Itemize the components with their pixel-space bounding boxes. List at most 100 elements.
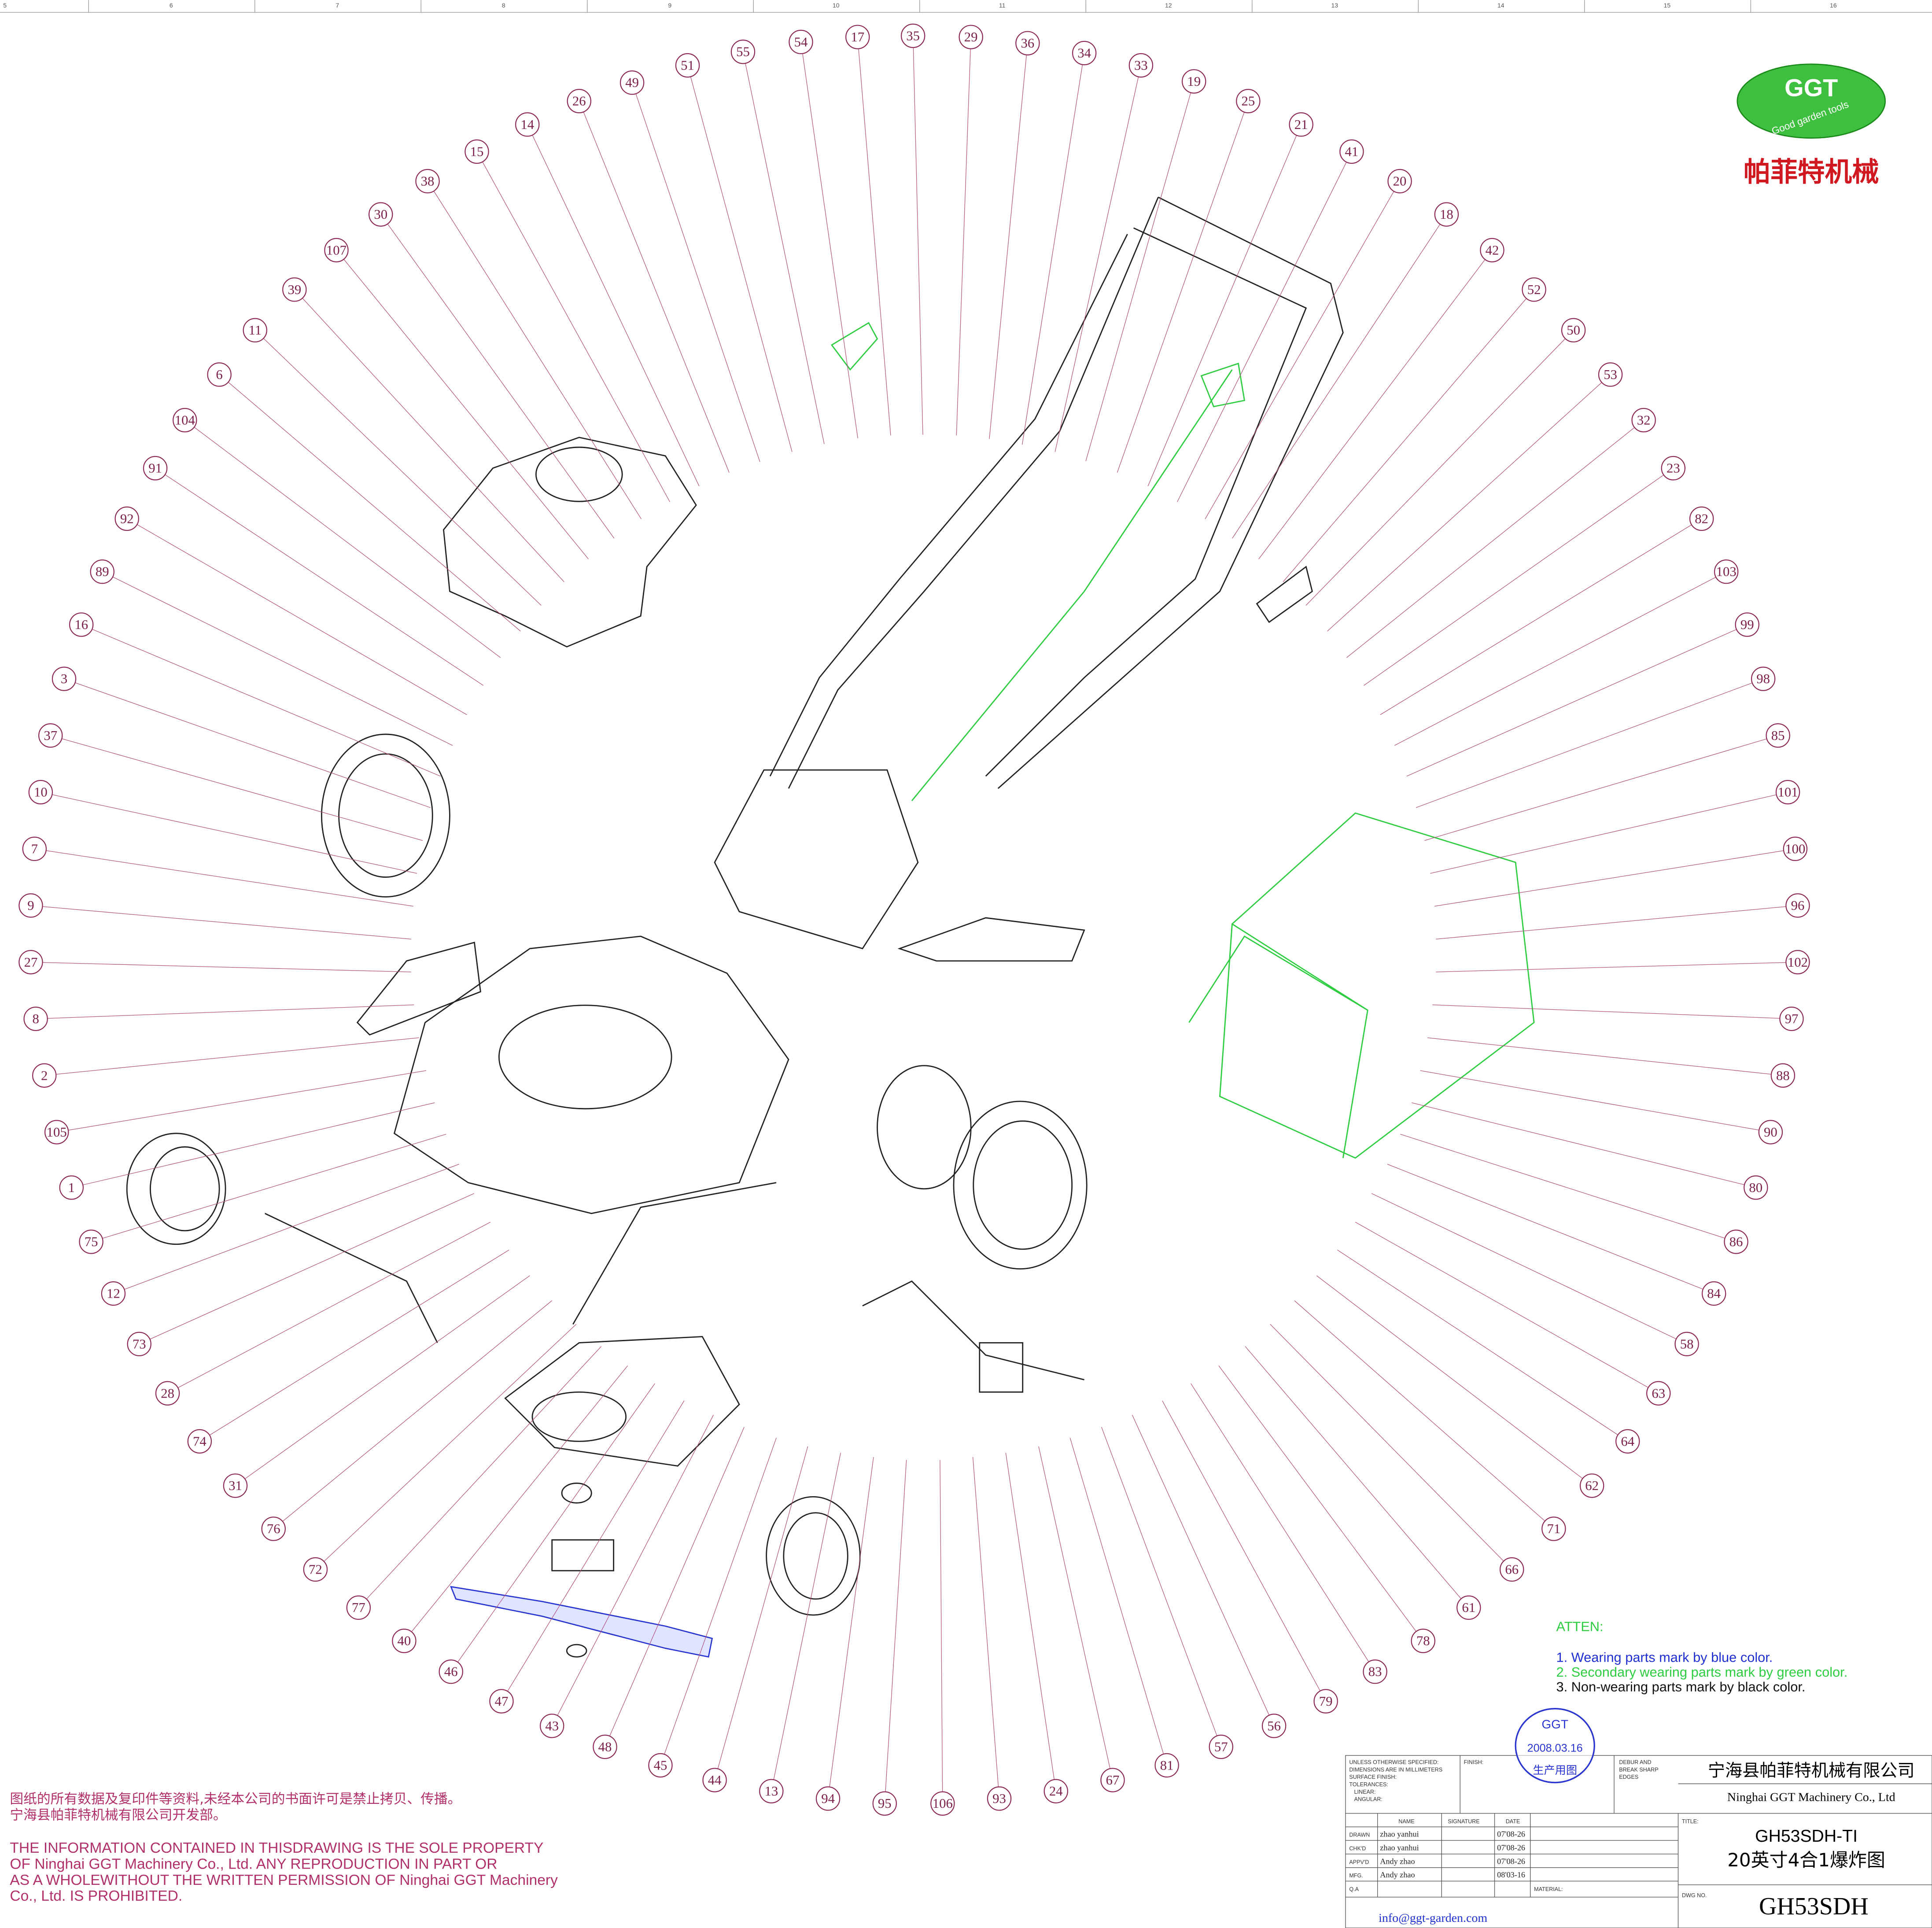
callout-label: 102 xyxy=(1788,955,1808,970)
callout-label: 78 xyxy=(1416,1634,1430,1648)
callout-label: 57 xyxy=(1214,1739,1228,1754)
finish: FINISH: xyxy=(1464,1759,1484,1766)
dwg-label: DWG NO. xyxy=(1682,1892,1707,1899)
callout-label: 83 xyxy=(1368,1664,1382,1679)
callout-label: 72 xyxy=(309,1562,322,1577)
row-label: APPV'D xyxy=(1349,1859,1369,1865)
callout-label: 36 xyxy=(1021,36,1035,51)
row-value: zhao yanhui xyxy=(1380,1830,1419,1839)
spec: UNLESS OTHERWISE SPECIFIED: xyxy=(1349,1759,1438,1766)
callout-label: 92 xyxy=(120,511,134,526)
callout-label: 64 xyxy=(1621,1434,1634,1449)
stamp: GGT 2008.03.16 生产用图 xyxy=(1515,1709,1594,1783)
row-value: Andy zhao xyxy=(1380,1857,1415,1865)
callout-label: 106 xyxy=(933,1796,953,1811)
company-cn: 宁海县帕菲特机械有限公司 xyxy=(1708,1761,1915,1781)
callout-label: 103 xyxy=(1716,564,1737,579)
ruler-label: 14 xyxy=(1497,2,1504,9)
spec: DIMENSIONS ARE IN MILLIMETERS xyxy=(1349,1766,1442,1773)
logo-name: 帕菲特机械 xyxy=(1744,156,1879,188)
callout-label: 32 xyxy=(1637,412,1651,427)
copyright-cn: 图纸的所有数据及复印件等资料,未经本公司的书面许可是禁止拷贝、传播。 xyxy=(10,1791,461,1807)
callout-label: 44 xyxy=(708,1773,722,1788)
ruler-label: 7 xyxy=(336,2,339,9)
header: NAME xyxy=(1398,1818,1414,1825)
callout-label: 3 xyxy=(61,671,67,686)
ruler-label: 12 xyxy=(1165,2,1172,9)
ruler-label: 11 xyxy=(999,2,1006,9)
spec: LINEAR: xyxy=(1354,1789,1376,1795)
callout-label: 41 xyxy=(1345,144,1359,159)
callout-label: 20 xyxy=(1393,174,1407,189)
callout-label: 37 xyxy=(44,728,57,743)
callout-label: 76 xyxy=(267,1521,280,1536)
drawing-title: 20英寸4合1爆炸图 xyxy=(1727,1849,1885,1871)
stamp-date: 2008.03.16 xyxy=(1527,1742,1583,1755)
callout-label: 56 xyxy=(1267,1718,1281,1733)
ruler-label: 6 xyxy=(170,2,173,9)
callout-label: 77 xyxy=(352,1600,365,1615)
callout-label: 107 xyxy=(326,243,347,258)
row-value: 08'03-16 xyxy=(1497,1870,1525,1879)
callout-label: 67 xyxy=(1106,1773,1120,1788)
callout-label: 40 xyxy=(398,1634,411,1648)
logo-mark: GGT xyxy=(1785,74,1838,101)
callout-label: 95 xyxy=(878,1796,892,1811)
callout-label: 53 xyxy=(1604,367,1617,382)
model: GH53SDH-TI xyxy=(1755,1827,1858,1846)
callout-label: 73 xyxy=(133,1336,146,1351)
ruler-label: 15 xyxy=(1664,2,1671,9)
callout-label: 71 xyxy=(1547,1521,1560,1536)
ruler-label: 13 xyxy=(1331,2,1338,9)
callout-label: 19 xyxy=(1187,74,1201,89)
callout-label: 63 xyxy=(1652,1386,1665,1401)
callout-label: 6 xyxy=(216,367,222,382)
callout-label: 27 xyxy=(24,955,38,970)
logo: GGT Good garden tools 帕菲特机械 xyxy=(1737,64,1885,188)
callout-label: 21 xyxy=(1294,117,1308,132)
callout-label: 10 xyxy=(34,785,48,800)
row-value: Andy zhao xyxy=(1380,1870,1415,1879)
callout-label: 105 xyxy=(47,1125,67,1140)
callout-label: 13 xyxy=(764,1784,778,1799)
callout-label: 42 xyxy=(1486,243,1499,258)
callout-label: 25 xyxy=(1241,94,1255,109)
callout-label: 50 xyxy=(1567,323,1580,338)
callout-label: 23 xyxy=(1667,461,1680,476)
callout-label: 79 xyxy=(1319,1694,1333,1709)
ruler-label: 9 xyxy=(668,2,671,9)
callout-label: 48 xyxy=(598,1739,612,1754)
callout-label: 91 xyxy=(148,461,162,476)
callout-label: 62 xyxy=(1585,1478,1599,1493)
callout-label: 34 xyxy=(1077,46,1091,61)
callout-label: 9 xyxy=(27,898,34,913)
spec: SURFACE FINISH: xyxy=(1349,1774,1397,1780)
callout-label: 85 xyxy=(1771,728,1785,743)
callout-label: 16 xyxy=(74,617,88,632)
material-label: MATERIAL: xyxy=(1534,1886,1563,1892)
callout-label: 86 xyxy=(1729,1234,1743,1249)
callout-label: 58 xyxy=(1680,1336,1694,1351)
callout-label: 7 xyxy=(31,841,38,856)
ruler-label: 16 xyxy=(1830,2,1837,9)
ruler-label: 8 xyxy=(502,2,505,9)
callout-label: 52 xyxy=(1527,282,1541,297)
callout-label: 82 xyxy=(1695,511,1708,526)
company-en: Ninghai GGT Machinery Co., Ltd xyxy=(1727,1791,1895,1804)
callout-label: 11 xyxy=(248,323,262,338)
callout-label: 38 xyxy=(421,174,435,189)
email: info@ggt-garden.com xyxy=(1379,1911,1487,1925)
copyright-en: THE INFORMATION CONTAINED IN THISDRAWING… xyxy=(10,1840,543,1856)
callout-label: 43 xyxy=(545,1718,559,1733)
stamp-status: 生产用图 xyxy=(1533,1764,1577,1777)
callout-label: 66 xyxy=(1505,1562,1519,1577)
callout-label: 104 xyxy=(175,412,195,427)
callout-label: 35 xyxy=(906,28,920,43)
callout-label: 81 xyxy=(1160,1758,1174,1773)
callout-label: 2 xyxy=(41,1068,48,1083)
stamp-mark: GGT xyxy=(1541,1717,1568,1731)
callout-label: 46 xyxy=(444,1664,458,1679)
callout-label: 8 xyxy=(32,1012,39,1027)
callout-label: 80 xyxy=(1749,1180,1762,1195)
callout-label: 28 xyxy=(161,1386,174,1401)
